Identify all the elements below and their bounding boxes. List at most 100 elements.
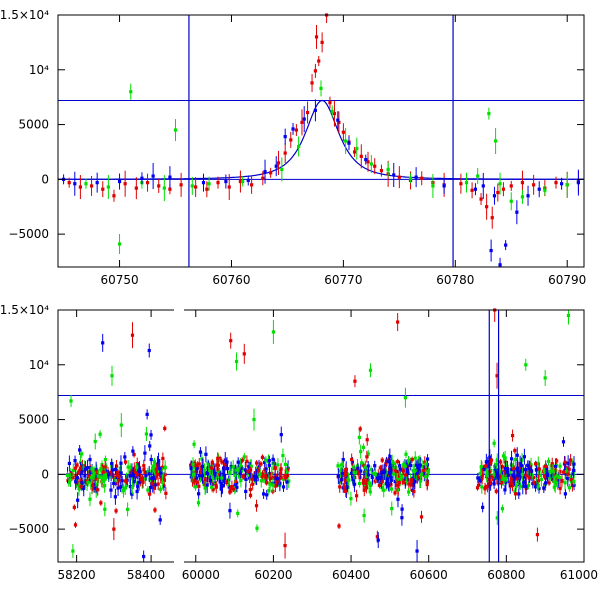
data-point: [355, 147, 359, 151]
data-point: [224, 179, 228, 184]
data-point: [242, 352, 246, 356]
data-point: [281, 453, 285, 458]
data-point: [216, 456, 220, 460]
data-point: [363, 470, 367, 474]
y-tick-label: 1.5×10⁴: [0, 8, 49, 22]
data-point: [98, 432, 102, 436]
data-point: [269, 476, 273, 481]
data-point: [132, 480, 136, 484]
data-point: [402, 480, 406, 484]
data-point: [534, 467, 539, 472]
data-point: [478, 479, 482, 483]
data-point: [255, 461, 259, 465]
data-point: [365, 476, 370, 480]
data-point: [554, 181, 558, 185]
data-point: [209, 472, 213, 477]
data-point: [151, 465, 156, 469]
data-point: [563, 481, 567, 485]
data-point: [145, 181, 150, 185]
data-point: [114, 475, 118, 480]
data-point: [418, 463, 422, 467]
data-point: [239, 478, 243, 483]
data-point: [262, 492, 266, 496]
data-point: [66, 473, 70, 478]
data-point: [550, 464, 554, 468]
y-tick-label: 5000: [18, 118, 49, 132]
data-point: [289, 138, 293, 142]
data-point: [411, 477, 416, 481]
data-point: [168, 175, 172, 179]
data-point: [353, 379, 357, 383]
data-point: [338, 485, 342, 489]
data-point: [202, 468, 207, 473]
data-point: [570, 484, 575, 488]
data-point: [135, 462, 139, 466]
data-point: [565, 469, 569, 474]
data-point: [387, 471, 391, 475]
data-point: [71, 549, 75, 553]
data-point: [356, 466, 360, 470]
data-point: [252, 417, 256, 422]
data-point: [305, 110, 310, 115]
data-point: [243, 468, 247, 472]
data-point: [226, 480, 231, 485]
data-point: [476, 483, 481, 487]
data-point: [332, 112, 337, 116]
data-point: [137, 470, 142, 474]
data-point: [492, 441, 496, 445]
data-point: [494, 489, 498, 493]
data-point: [358, 476, 362, 480]
data-point: [250, 183, 254, 187]
data-point: [364, 158, 368, 162]
data-point: [369, 467, 373, 472]
data-point: [485, 484, 490, 488]
data-point: [555, 459, 559, 463]
data-point: [413, 456, 417, 460]
data-point: [558, 464, 562, 468]
data-point: [161, 456, 165, 461]
data-point: [504, 480, 508, 484]
data-point: [163, 426, 167, 430]
data-point: [101, 479, 105, 483]
data-point: [270, 471, 274, 475]
data-point: [505, 467, 509, 471]
data-point: [236, 470, 240, 474]
data-point: [489, 461, 493, 465]
data-point: [537, 487, 541, 491]
data-point: [513, 457, 517, 462]
data-point: [500, 507, 504, 511]
data-point: [153, 483, 158, 487]
data-point: [134, 186, 138, 190]
data-point: [128, 484, 132, 489]
data-point: [205, 187, 209, 191]
data-point: [228, 509, 232, 513]
data-point: [501, 454, 506, 458]
data-point: [99, 475, 103, 480]
data-point: [136, 484, 140, 488]
data-point: [197, 484, 201, 488]
data-point: [69, 399, 73, 403]
data-point: [283, 462, 288, 467]
data-point: [267, 471, 272, 476]
data-point: [209, 466, 213, 470]
data-point: [158, 487, 162, 491]
data-point: [343, 478, 348, 482]
data-point: [543, 188, 547, 192]
data-point: [134, 465, 139, 469]
data-point: [233, 473, 237, 477]
data-point: [532, 183, 536, 187]
data-point: [387, 482, 391, 486]
data-point: [278, 481, 282, 485]
data-point: [403, 473, 408, 477]
data-point: [228, 486, 233, 490]
data-point: [80, 470, 84, 474]
data-point: [244, 477, 248, 482]
data-point: [150, 467, 155, 471]
data-point: [424, 467, 428, 472]
data-point: [242, 455, 246, 459]
data-point: [91, 483, 95, 487]
data-point: [340, 462, 344, 466]
data-point: [162, 186, 166, 190]
data-point: [130, 485, 134, 489]
data-point: [146, 488, 150, 492]
